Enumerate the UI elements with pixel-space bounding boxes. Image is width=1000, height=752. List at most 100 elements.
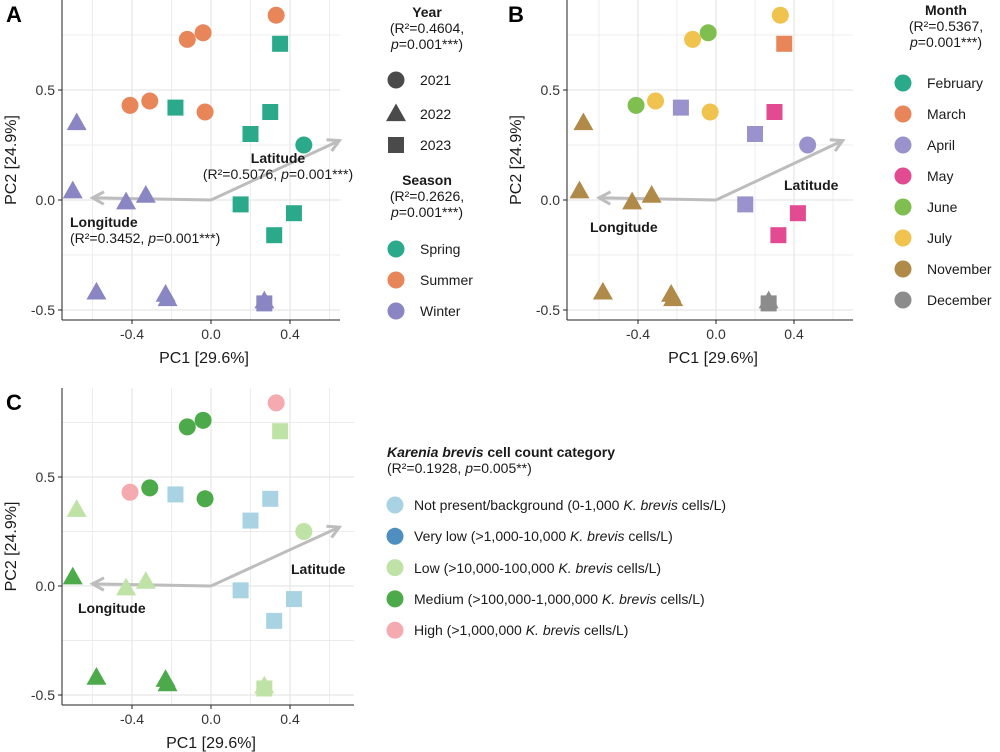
latitude-stat-a: (R²=0.5076, p=0.001***) <box>202 166 354 182</box>
legend-year-stat1: (R²=0.4604, <box>389 20 465 36</box>
legend-kb-key-3 <box>386 590 404 608</box>
data-point <box>167 486 184 503</box>
data-point <box>776 35 793 52</box>
data-point <box>121 96 139 114</box>
data-point <box>622 191 643 210</box>
data-point <box>232 582 249 599</box>
legend-year-key-2022 <box>386 103 406 122</box>
data-point <box>196 103 214 121</box>
legend-year-title: Year <box>412 4 442 20</box>
data-point <box>647 92 665 110</box>
data-point <box>178 418 196 436</box>
data-point <box>157 673 178 692</box>
data-point <box>62 180 83 199</box>
y-axis-title: PC2 [24.9%] <box>3 502 20 592</box>
data-point <box>272 423 289 440</box>
data-point <box>799 136 817 154</box>
data-point <box>262 490 279 507</box>
data-point <box>766 104 783 120</box>
legend-month-february: February <box>927 75 984 91</box>
data-point <box>573 112 594 131</box>
legend-month-june: June <box>927 199 958 215</box>
legend-month-key-april <box>894 136 912 154</box>
longitude-stat-a: (R²=0.3452, p=0.001***) <box>70 230 221 246</box>
data-point <box>663 288 684 307</box>
data-point <box>267 394 285 412</box>
x-axis-title: PC1 [29.6%] <box>166 735 256 752</box>
arrow-latitude <box>210 525 341 588</box>
data-point <box>116 577 137 596</box>
legend-month-key-may <box>894 167 912 185</box>
x-tick-label: 0.4 <box>784 326 804 342</box>
longitude-label-c: Longitude <box>78 600 146 616</box>
data-point <box>285 205 302 222</box>
legend-kb-header: Karenia brevis cell count category (R²=0… <box>387 444 615 476</box>
data-point <box>178 30 196 48</box>
arrowhead-longitude <box>89 190 105 206</box>
x-tick-label: 0.4 <box>280 326 300 342</box>
data-point <box>770 227 787 244</box>
legend-month-march: March <box>927 106 966 122</box>
data-point <box>86 281 107 300</box>
legend-season-key-summer <box>387 271 405 289</box>
panel-label-a: A <box>6 2 22 27</box>
legend-month-may: May <box>927 168 954 184</box>
longitude-label-a: Longitude <box>70 214 138 230</box>
data-point <box>737 196 754 213</box>
arrowhead-latitude <box>326 524 343 539</box>
legend-month-key-february <box>894 74 912 92</box>
legend-kb-key-4 <box>386 621 404 639</box>
panel-a: -0.4 0.0 0.4 -0.5 0.0 0.5 PC1 [29.6%] PC2 [24.9… <box>3 0 343 367</box>
legend-kb-title-rest: cell count category <box>483 444 615 460</box>
legend-kb-species: Karenia brevis <box>387 444 484 460</box>
y-tick-label: 0.0 <box>541 192 561 208</box>
legend-season-stat2: p=0.001***) <box>390 204 463 220</box>
data-point <box>771 6 789 24</box>
y-tick-label: -0.5 <box>536 302 560 318</box>
legend-month-stat2: p=0.001***) <box>909 34 982 50</box>
data-point <box>194 24 212 42</box>
data-point <box>262 104 279 120</box>
data-point <box>569 180 590 199</box>
data-point <box>135 185 156 203</box>
data-point <box>196 490 214 508</box>
legend-kb-key-1 <box>386 527 404 545</box>
x-tick-label: 0.0 <box>201 711 221 727</box>
legend-month-key-june <box>894 198 912 216</box>
panel-b: -0.4 0.0 0.4 -0.5 0.0 0.5 PC1 [29.6%] PC2 [24.9… <box>508 0 853 367</box>
legend-kb-item-1: Very low (>1,000-10,000 K. brevis cells/… <box>414 528 673 544</box>
legend-year-2022: 2022 <box>420 106 452 122</box>
data-point <box>684 30 702 48</box>
data-point <box>789 205 806 222</box>
arrowhead-longitude <box>89 576 105 592</box>
data-point <box>86 667 107 685</box>
y-tick-label: 0.5 <box>36 82 56 98</box>
data-point <box>699 24 717 42</box>
x-axis-title: PC1 [29.6%] <box>159 350 249 367</box>
x-tick-label: 0.4 <box>280 711 300 727</box>
data-point <box>272 35 289 52</box>
data-point <box>747 126 763 142</box>
x-tick-label: -0.4 <box>120 326 144 342</box>
y-axis-title: PC2 [24.9%] <box>508 115 525 205</box>
data-point <box>141 92 159 110</box>
legend-kb-stat: (R²=0.1928, p=0.005**) <box>387 460 532 476</box>
legend-season-key-winter <box>387 302 405 320</box>
data-point <box>135 571 156 589</box>
data-point <box>758 290 779 309</box>
data-point <box>194 411 212 429</box>
data-point <box>116 191 137 210</box>
data-point <box>141 479 159 497</box>
legend-year-2021: 2021 <box>420 72 452 88</box>
legend-year-key-2023 <box>388 137 404 153</box>
legend-month-key-december <box>894 291 912 309</box>
data-point <box>701 103 719 121</box>
legend-kb-key-2 <box>386 559 404 577</box>
legend-kb-title: Karenia brevis cell count category <box>387 444 615 460</box>
arrowhead-latitude <box>326 138 343 152</box>
data-point <box>295 523 313 540</box>
latitude-annotation-a: Latitude (R²=0.5076, p=0.001***) <box>183 150 373 182</box>
data-point <box>627 96 645 114</box>
legend-kb-item-3: Medium (>100,000-1,000,000 K. brevis cel… <box>414 591 705 607</box>
x-axis-title: PC1 [29.6%] <box>668 350 758 367</box>
